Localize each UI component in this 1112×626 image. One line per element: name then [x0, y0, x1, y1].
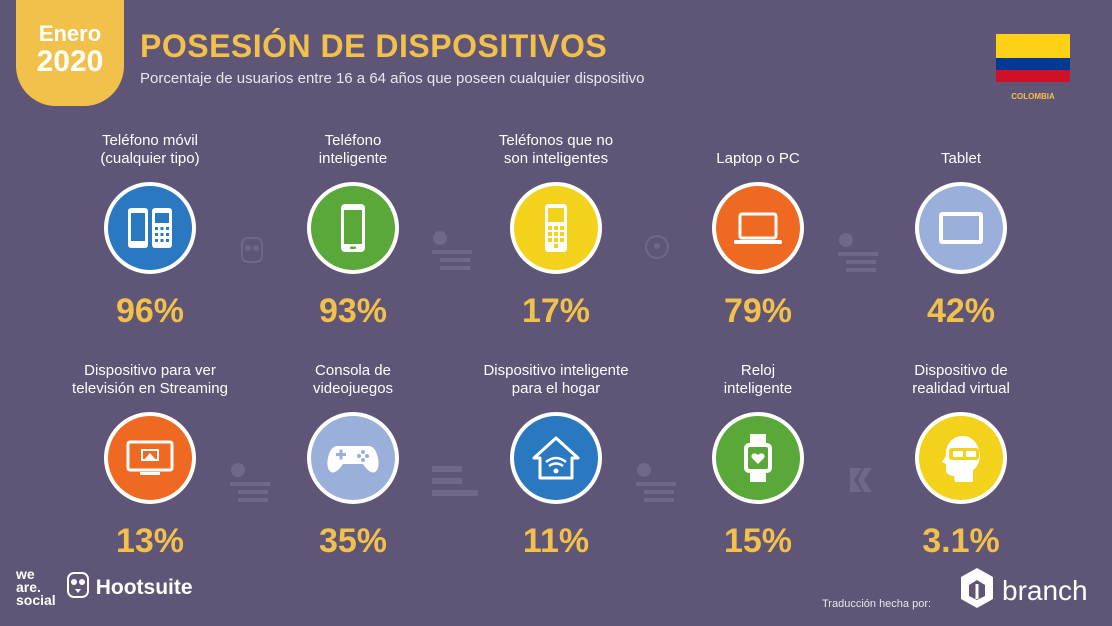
device-label-line2: Tablet — [940, 150, 982, 167]
page-title: POSESIÓN DE DISPOSITIVOS — [140, 28, 608, 64]
badge-year: 2020 — [36, 45, 104, 78]
device-item-smartphone: Teléfono inteligente 93% — [253, 128, 453, 331]
device-label-line2: son inteligentes — [503, 150, 609, 167]
device-item-streaming-tv: Dispositivo para ver televisión en Stream… — [50, 358, 250, 561]
vr-headset-icon — [915, 412, 1007, 504]
device-percentage: 35% — [318, 522, 388, 560]
device-item-vr: Dispositivo de realidad virtual 3.1% — [861, 358, 1061, 561]
device-percentage: 96% — [115, 292, 185, 330]
device-label-line1: Reloj — [740, 362, 776, 379]
globalwebindex-watermark-icon — [430, 228, 474, 275]
device-item-laptop: Laptop o PC 79% — [658, 128, 858, 331]
device-percentage: 15% — [723, 522, 793, 560]
branch-logo: branch — [958, 566, 1088, 615]
device-percentage: 79% — [723, 292, 793, 330]
device-label-line2: videojuegos — [312, 380, 394, 397]
globalwebindex-watermark-icon-2 — [836, 230, 880, 277]
globalwebindex-watermark-icon-3 — [228, 460, 272, 507]
device-percentage: 13% — [115, 522, 185, 560]
hootsuite-logo: Hootsuite — [66, 571, 193, 604]
smart-home-icon — [510, 412, 602, 504]
kepios-watermark-icon — [848, 466, 874, 503]
hootsuite-watermark-icon — [240, 236, 264, 269]
device-item-mobile: Teléfono móvil (cualquier tipo) 96% — [50, 128, 250, 331]
wearesocial-watermark-icon — [432, 464, 480, 503]
owl-icon — [66, 571, 90, 604]
wearesocial-logo: we are. social — [16, 566, 56, 608]
device-label-line2: para el hogar — [511, 380, 601, 397]
device-item-smartwatch: Reloj inteligente 15% — [658, 358, 858, 561]
bulb-watermark-icon — [644, 234, 670, 263]
globalwebindex-watermark-icon-4 — [634, 460, 678, 507]
device-percentage: 93% — [318, 292, 388, 330]
device-label-line1: Teléfono — [324, 132, 382, 149]
device-item-game-console: Consola de videojuegos 35% — [253, 358, 453, 561]
device-item-feature-phone: Teléfonos que no son inteligentes 17% — [456, 128, 656, 331]
device-label-line2: inteligente — [723, 380, 793, 397]
device-label-line2: realidad virtual — [912, 380, 1010, 397]
device-item-tablet: Tablet 42% — [861, 128, 1061, 331]
footer-logos: we are. social Hootsuite — [16, 566, 193, 608]
branch-text: branch — [1002, 574, 1088, 606]
device-item-smart-home: Dispositivo inteligente para el hogar 11% — [456, 358, 656, 561]
device-label-line1: Dispositivo inteligente — [483, 362, 629, 379]
smartwatch-icon — [712, 412, 804, 504]
device-percentage: 3.1% — [922, 522, 1000, 560]
hootsuite-text: Hootsuite — [95, 575, 193, 599]
gamepad-icon — [307, 412, 399, 504]
country-label: COLOMBIA — [1011, 92, 1055, 101]
smartphone-icon — [307, 182, 399, 274]
device-percentage: 17% — [521, 292, 591, 330]
streaming-tv-icon — [104, 412, 196, 504]
mobile-phones-icon — [104, 182, 196, 274]
device-percentage: 11% — [522, 522, 590, 560]
device-percentage: 42% — [926, 292, 996, 330]
device-label-line2: Laptop o PC — [716, 150, 800, 167]
device-label-line1: Dispositivo para ver — [84, 362, 216, 379]
device-label-line1: Dispositivo de — [914, 362, 1008, 379]
device-label-line2: (cualquier tipo) — [100, 150, 200, 167]
device-label-line1: Consola de — [315, 362, 391, 379]
branch-icon — [958, 566, 996, 615]
feature-phone-icon — [510, 182, 602, 274]
device-label-line2: inteligente — [318, 150, 388, 167]
page-subtitle: Porcentaje de usuarios entre 16 a 64 año… — [140, 70, 645, 87]
badge-month: Enero — [38, 21, 102, 46]
laptop-icon — [712, 182, 804, 274]
device-label-line1: Teléfono móvil — [102, 132, 198, 149]
tablet-icon — [915, 182, 1007, 274]
device-label-line1: Teléfonos que no — [498, 132, 614, 149]
colombia-flag-icon — [996, 34, 1070, 82]
translation-credit: Traducción hecha por: — [822, 598, 932, 610]
device-label-line2: televisión en Streaming — [72, 380, 228, 397]
date-badge: Enero 2020 — [16, 0, 124, 106]
